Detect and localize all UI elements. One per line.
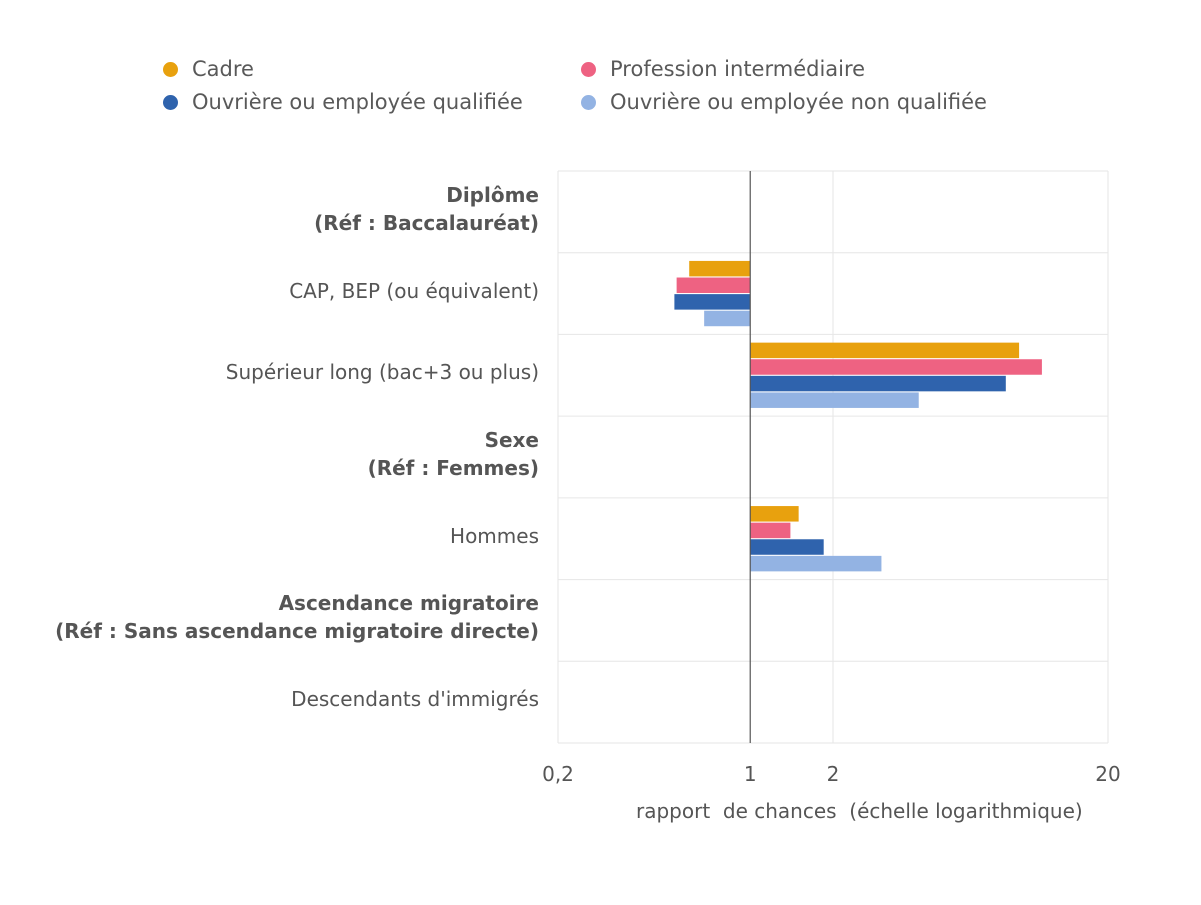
category-label-line: Supérieur long (bac+3 ou plus): [225, 360, 539, 385]
x-tick-label: 20: [1095, 762, 1121, 786]
legend-swatch: [163, 61, 178, 77]
legend-item: Profession intermédiaire: [581, 57, 865, 81]
legend-item: Ouvrière ou employée qualifiée: [163, 90, 523, 114]
category-label-line: CAP, BEP (ou équivalent): [289, 278, 539, 303]
legend-label: Cadre: [192, 57, 254, 81]
bar-superieur-2: [750, 359, 1042, 375]
category-label-line: (Réf : Baccalauréat): [314, 210, 539, 235]
x-tick-label: 1: [743, 762, 757, 786]
bar-cap-2: [676, 277, 751, 294]
legend-label: Ouvrière ou employée qualifiée: [192, 90, 523, 114]
category-label-line: Diplôme: [446, 182, 539, 207]
bar-cap-3: [674, 294, 751, 310]
bar-superieur-1: [750, 342, 1020, 359]
category-label-diplome: Diplôme (Réf : Baccalauréat): [314, 181, 539, 237]
category-label-superieur: Supérieur long (bac+3 ou plus): [226, 358, 539, 386]
category-label-descendants: Descendants d'immigrés: [291, 685, 539, 713]
bar-hommes-3: [750, 539, 824, 555]
bar-hommes-2: [750, 522, 791, 539]
category-label-sexe: Sexe (Réf : Femmes): [368, 426, 539, 482]
category-label-cap: CAP, BEP (ou équivalent): [289, 277, 539, 305]
bar-superieur-3: [750, 375, 1006, 392]
bar-cap-4: [704, 310, 751, 327]
legend-label: Profession intermédiaire: [610, 57, 866, 81]
legend-swatch: [581, 61, 596, 77]
x-axis-title: rapport de chances (échelle logarithmiqu…: [636, 799, 1083, 823]
bar-cap-1: [689, 260, 751, 277]
category-label-line: Hommes: [450, 523, 539, 548]
category-label-line: (Réf : Sans ascendance migratoire direct…: [55, 619, 539, 644]
category-label-line: Sexe: [484, 428, 539, 452]
category-label-ascendance: Ascendance migratoire (Réf : Sans ascenda…: [55, 589, 539, 645]
legend-swatch: [163, 94, 178, 110]
legend-label: Ouvrière ou employée non qualifiée: [610, 90, 987, 114]
bar-hommes-4: [750, 555, 882, 572]
legend-swatch: [581, 94, 596, 110]
x-tick-label: 0,2: [542, 762, 574, 786]
bar-superieur-4: [750, 392, 919, 408]
bar-hommes-1: [750, 506, 799, 522]
category-label-line: Ascendance migratoire: [278, 591, 539, 616]
category-label-line: Descendants d'immigrés: [291, 687, 539, 712]
x-tick-label: 2: [826, 762, 840, 786]
legend-item: Cadre: [163, 57, 254, 81]
category-label-hommes: Hommes: [450, 522, 539, 550]
category-label-line: (Réf : Femmes): [367, 456, 539, 480]
legend-item: Ouvrière ou employée non qualifiée: [581, 90, 987, 114]
